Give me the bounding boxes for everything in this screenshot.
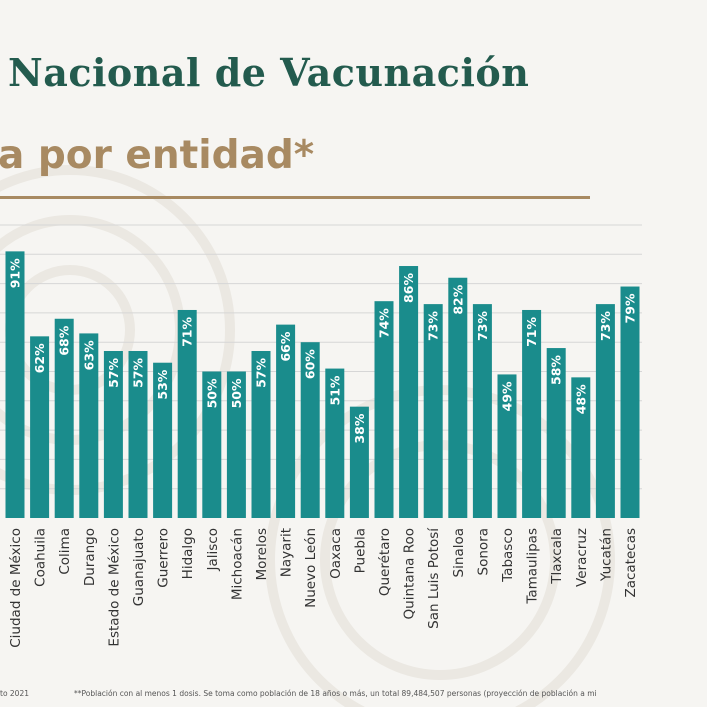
- category-label: Tlaxcala: [549, 528, 565, 585]
- bar: [546, 348, 566, 518]
- category-label: Michoacán: [229, 528, 245, 600]
- category-labels: Ciudad de México Coahuila Colima Durango Est…: [8, 527, 639, 648]
- category-label: Guerrero: [156, 528, 172, 588]
- category-label: Yucatán: [598, 528, 614, 582]
- bar-value-label: 62%: [32, 343, 47, 373]
- bar: [522, 309, 542, 518]
- bar-value-label: 68%: [57, 325, 72, 355]
- bar: [5, 251, 25, 518]
- bar: [448, 277, 468, 518]
- bar-value-label: 86%: [401, 273, 416, 303]
- bar: [103, 350, 123, 518]
- bar: [226, 371, 246, 518]
- category-label: Guanajuato: [131, 528, 147, 606]
- bar: [177, 309, 197, 518]
- bar: [153, 362, 173, 518]
- category-label: Coahuila: [33, 528, 49, 587]
- bar: [54, 318, 74, 518]
- bar-value-label: 53%: [155, 369, 170, 399]
- bar-value-label: 66%: [278, 331, 293, 361]
- bar-value-label: 50%: [229, 378, 244, 408]
- category-label: Sinaloa: [451, 528, 467, 577]
- category-label: Veracruz: [574, 528, 590, 587]
- category-label: Querétaro: [377, 528, 393, 596]
- bar-value-label: 58%: [549, 355, 564, 385]
- bar-value-label: 82%: [450, 284, 465, 314]
- bars: [5, 251, 640, 518]
- footnote: **Población con al menos 1 dosis. Se tom…: [74, 689, 597, 698]
- bar: [349, 406, 369, 518]
- bar-value-label: 91%: [8, 258, 23, 288]
- bar: [30, 336, 50, 518]
- category-label: Ciudad de México: [8, 528, 24, 648]
- category-label: San Luis Potosí: [426, 527, 442, 629]
- category-label: Puebla: [352, 528, 368, 573]
- bar: [300, 342, 320, 518]
- category-label: Hidalgo: [180, 528, 196, 579]
- bar-value-label: 74%: [377, 308, 392, 338]
- category-label: Morelos: [254, 528, 270, 581]
- bar: [423, 304, 443, 518]
- bar-value-label: 71%: [524, 316, 539, 346]
- value-labels: 91% 62% 68% 63% 57% 57% 53% 71% 50% 50% 57% 66% 60% 5…: [8, 258, 638, 444]
- bar-value-label: 57%: [131, 358, 146, 388]
- category-label: Estado de México: [106, 528, 122, 647]
- bar-value-label: 51%: [327, 375, 342, 405]
- title-divider: [0, 196, 590, 199]
- bar-value-label: 48%: [573, 384, 588, 414]
- category-label: Tamaulipas: [525, 528, 541, 605]
- category-label: Nayarit: [279, 528, 295, 577]
- category-label: Quintana Roo: [402, 528, 418, 619]
- bar-value-label: 50%: [204, 378, 219, 408]
- bar: [497, 374, 517, 518]
- bar-value-label: 38%: [352, 413, 367, 443]
- category-label: Zacatecas: [623, 528, 639, 598]
- footer-date: to 2021: [0, 689, 30, 698]
- category-label: Sonora: [475, 528, 491, 575]
- bar-chart: 91% 62% 68% 63% 57% 57% 53% 71% 50% 50% 57% 66% 60% 5…: [0, 224, 642, 648]
- bar: [79, 333, 99, 518]
- category-label: Jalisco: [205, 528, 221, 571]
- bar: [251, 350, 271, 518]
- category-label: Nuevo León: [303, 528, 319, 608]
- category-label: Durango: [82, 528, 98, 586]
- bar-value-label: 57%: [254, 358, 269, 388]
- bar-value-label: 73%: [426, 311, 441, 341]
- bar-value-label: 60%: [303, 349, 318, 379]
- bar: [202, 371, 222, 518]
- bar-value-label: 63%: [81, 340, 96, 370]
- category-label: Oaxaca: [328, 528, 344, 579]
- bar: [128, 350, 148, 518]
- category-label: Colima: [57, 528, 73, 575]
- page-subtitle: a por entidad*: [0, 133, 315, 178]
- page-title: Nacional de Vacunación: [8, 50, 530, 95]
- bar: [571, 377, 591, 518]
- bar: [325, 368, 345, 518]
- bar: [399, 266, 419, 518]
- bar-value-label: 79%: [623, 293, 638, 323]
- bar: [472, 304, 492, 518]
- bar-value-label: 57%: [106, 358, 121, 388]
- bar: [620, 286, 640, 518]
- bar: [374, 301, 394, 518]
- bar-value-label: 73%: [475, 311, 490, 341]
- bar-value-label: 71%: [180, 316, 195, 346]
- bar: [595, 304, 615, 518]
- category-label: Tabasco: [500, 528, 516, 583]
- bar-value-label: 49%: [500, 381, 515, 411]
- bar: [276, 324, 296, 518]
- bar-value-label: 73%: [598, 311, 613, 341]
- footer: to 2021 **Población con al menos 1 dosis…: [0, 683, 707, 707]
